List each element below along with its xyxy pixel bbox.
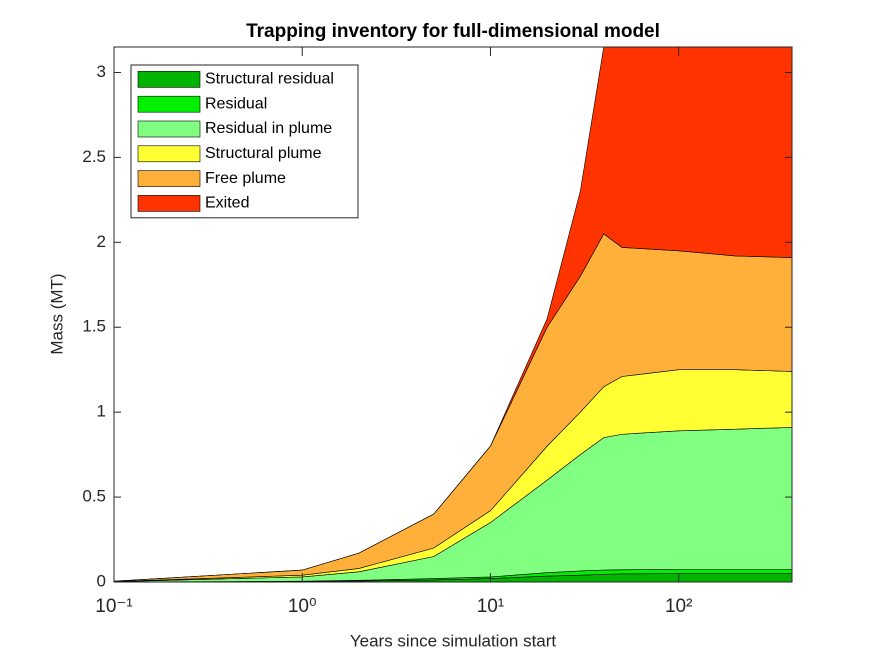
y-tick-label: 1 (97, 402, 106, 421)
legend-swatch (137, 145, 201, 163)
y-tick-label: 3 (97, 62, 106, 81)
legend-label: Structural residual (205, 71, 334, 88)
y-tick-label: 0 (97, 571, 106, 590)
legend: Structural residual Residual Residual in p… (130, 64, 359, 219)
legend-swatch (137, 170, 201, 187)
legend-swatch (137, 71, 201, 88)
legend-label: Residual (205, 95, 267, 112)
x-axis-label: Years since simulation start (350, 631, 557, 650)
plot-frame (113, 46, 793, 583)
plot-areas (114, 47, 792, 582)
legend-box (130, 64, 359, 219)
y-tick-label: 2 (97, 232, 106, 251)
y-tick-label: 1.5 (82, 317, 106, 336)
legend-swatch (137, 120, 201, 138)
legend-label: Residual in plume (205, 120, 332, 137)
legend-label: Exited (205, 195, 249, 212)
x-tick-label: 10² (665, 596, 692, 617)
y-axis-label: Mass (MT) (47, 273, 66, 354)
legend-swatch (137, 95, 201, 113)
x-tick-label: 10¹ (477, 596, 504, 617)
x-tick-label: 10⁰ (288, 596, 317, 617)
y-tick-label: 2.5 (82, 147, 106, 166)
legend-swatch (137, 195, 201, 212)
area (114, 47, 792, 582)
chart-title: Trapping inventory for full-dimensional … (246, 21, 660, 42)
x-tick-label: 10⁻¹ (95, 596, 133, 617)
legend-label: Free plume (205, 170, 286, 187)
legend-label: Structural plume (205, 145, 322, 162)
axes: 0 0.5 1 1.5 2 2.5 3 10⁻¹ 10⁰ 10¹ 10² (82, 46, 793, 617)
y-tick-label: 0.5 (82, 487, 106, 506)
